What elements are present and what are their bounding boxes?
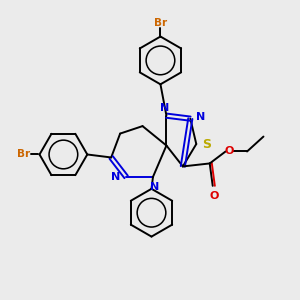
Text: N: N — [112, 172, 121, 182]
Text: N: N — [196, 112, 205, 122]
Text: N: N — [160, 103, 170, 113]
Text: Br: Br — [154, 18, 167, 28]
Text: N: N — [150, 182, 159, 192]
Text: S: S — [202, 137, 211, 151]
Text: O: O — [224, 146, 234, 157]
Text: O: O — [209, 191, 219, 201]
Text: Br: Br — [17, 149, 31, 160]
